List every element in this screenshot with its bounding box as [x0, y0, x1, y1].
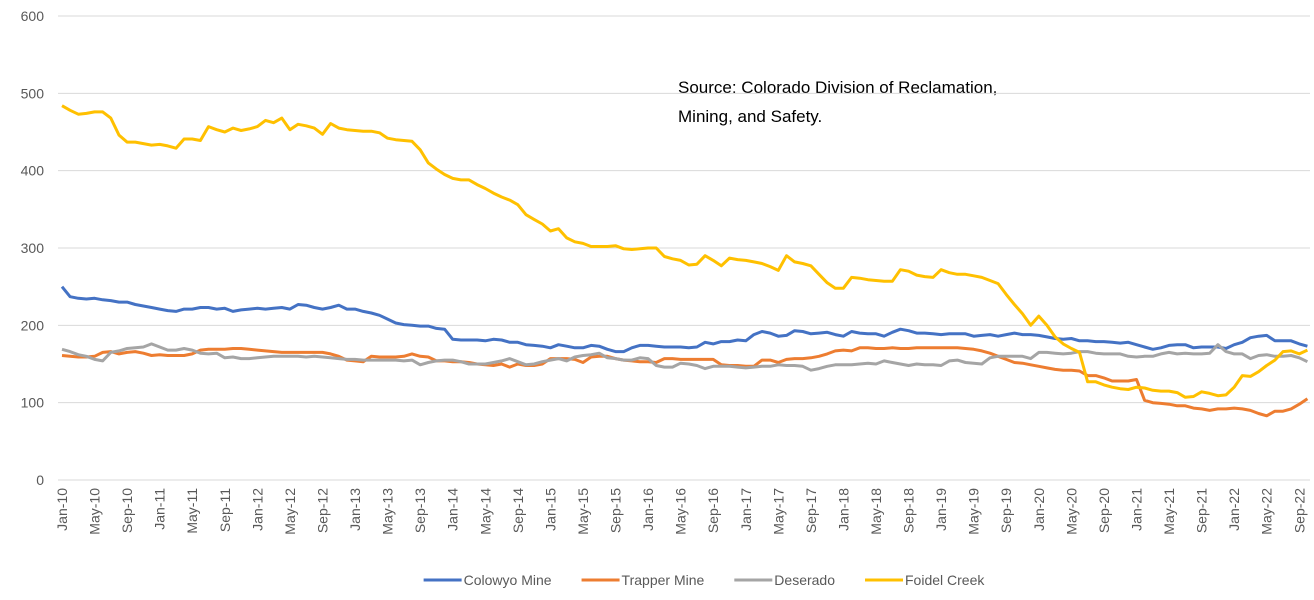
legend-label: Deserado — [774, 572, 835, 588]
x-tick-label: Jan-15 — [542, 488, 558, 531]
x-tick-label: Sep-20 — [1096, 488, 1112, 533]
y-tick-label: 500 — [21, 85, 45, 101]
series-line — [61, 342, 1309, 372]
y-tick-label: 600 — [21, 8, 45, 24]
y-tick-label: 300 — [21, 240, 45, 256]
x-tick-label: Sep-13 — [412, 488, 428, 533]
y-tick-label: 0 — [36, 472, 44, 488]
x-tick-label: Sep-19 — [998, 488, 1014, 533]
x-tick-label: May-21 — [1161, 488, 1177, 535]
x-tick-label: Jan-20 — [1031, 488, 1047, 531]
x-tick-label: Jan-21 — [1128, 488, 1144, 531]
x-tick-label: Sep-10 — [119, 488, 135, 533]
x-tick-label: Sep-21 — [1194, 488, 1210, 533]
x-tick-label: Jan-19 — [933, 488, 949, 531]
x-tick-label: Jan-10 — [54, 488, 70, 531]
x-tick-label: Sep-14 — [510, 488, 526, 533]
x-tick-label: Jan-11 — [152, 488, 168, 530]
series-line — [60, 285, 1308, 354]
x-tick-label: May-20 — [1063, 488, 1079, 535]
legend-label: Trapper Mine — [622, 572, 705, 588]
x-tick-label: Sep-16 — [705, 488, 721, 533]
y-tick-label: 200 — [21, 317, 45, 333]
x-tick-label: May-19 — [966, 488, 982, 535]
x-tick-label: May-12 — [282, 488, 298, 535]
x-tick-label: May-18 — [868, 488, 884, 535]
x-tick-label: Jan-14 — [445, 488, 461, 531]
x-tick-label: May-17 — [770, 488, 786, 535]
x-tick-label: May-13 — [380, 488, 396, 535]
annotation: Mining, and Safety. — [678, 107, 822, 126]
x-tick-label: May-10 — [87, 488, 103, 535]
legend-label: Colowyo Mine — [464, 572, 552, 588]
x-tick-label: May-16 — [673, 488, 689, 535]
y-tick-label: 100 — [21, 395, 45, 411]
x-tick-label: Jan-18 — [835, 488, 851, 531]
y-tick-label: 400 — [21, 163, 45, 179]
x-tick-label: Sep-12 — [314, 488, 330, 533]
x-tick-label: Jan-12 — [249, 488, 265, 531]
x-tick-label: Jan-17 — [738, 488, 754, 531]
x-tick-label: Sep-15 — [608, 488, 624, 533]
series-line — [61, 104, 1309, 399]
x-tick-label: Sep-18 — [901, 488, 917, 533]
x-tick-label: May-11 — [184, 488, 200, 534]
x-tick-label: Jan-22 — [1226, 488, 1242, 531]
x-tick-label: Jan-16 — [640, 488, 656, 531]
series-line — [61, 346, 1309, 418]
x-tick-label: May-22 — [1259, 488, 1275, 535]
legend: Colowyo Mine Trapper Mine Deserado Foidel C… — [423, 572, 985, 588]
legend-label: Foidel Creek — [905, 572, 985, 588]
x-tick-label: Jan-13 — [347, 488, 363, 531]
x-tick-label: May-14 — [477, 488, 493, 535]
x-tick-label: Sep-17 — [803, 488, 819, 533]
x-tick-label: May-15 — [575, 488, 591, 535]
x-tick-label: Sep-22 — [1291, 488, 1307, 533]
annotation: Source: Colorado Division of Reclamation… — [678, 78, 997, 97]
x-tick-label: Sep-11 — [217, 488, 233, 532]
